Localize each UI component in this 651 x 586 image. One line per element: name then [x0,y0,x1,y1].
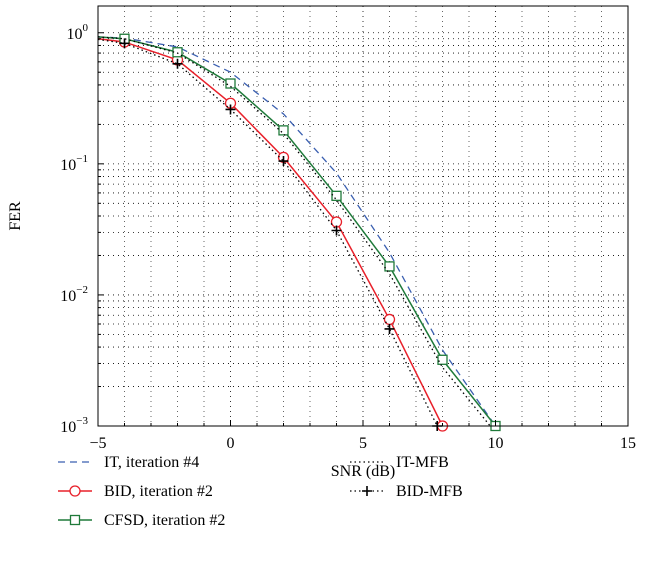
series-5 [97,38,443,431]
data-point [331,190,342,201]
series-4 [97,36,491,427]
y-axis-label: FER [7,201,24,231]
series-line [97,36,491,427]
x-tick-label: 5 [359,435,367,452]
y-tick-label: 10−1 [60,153,88,174]
data-point [225,104,236,115]
data-point [384,261,395,272]
y-tick-exponent: 0 [83,22,89,34]
series-line [97,38,438,427]
axis-ticks: −5 0 5 10 15 100 10−1 10−2 10−3 [60,22,636,452]
legend-label: BID-MFB [396,483,463,500]
data-point [172,47,183,58]
x-tick-label: 10 [488,435,504,452]
legend-item-5: BID-MFB [350,483,463,500]
x-axis-label: SNR (dB) [331,463,395,480]
legend-item-3: CFSD, iteration #2 [58,512,225,529]
legend-swatch-marker [362,486,372,496]
x-tick-label: 0 [227,435,235,452]
y-tick-exponent: −2 [76,284,88,296]
series-1 [97,36,497,427]
series-line [97,36,497,427]
grid-lines [98,6,628,426]
series-line [97,36,497,427]
y-tick-exponent: −1 [76,153,88,165]
data-point [437,354,448,365]
series-lines [97,33,501,432]
series-line [97,38,444,427]
legend-item-4: IT-MFB [350,454,449,471]
legend-swatch-marker [69,514,81,526]
data-point [278,156,289,167]
x-tick-label: −5 [89,435,106,452]
legend-swatch-marker [69,485,81,497]
legend: IT, iteration #4 BID, iteration #2 CFSD, i… [58,454,463,529]
data-point [384,323,395,334]
y-tick-label: 10−2 [60,284,88,305]
y-tick-label: 100 [67,22,89,43]
legend-label: CFSD, iteration #2 [104,512,225,529]
legend-item-1: IT, iteration #4 [58,454,199,471]
data-point [172,58,183,69]
data-point [331,225,342,236]
data-point [278,125,289,136]
data-point [330,216,343,228]
y-tick-exponent: −3 [76,415,88,427]
data-point [119,38,130,49]
legend-label: IT-MFB [396,454,449,471]
data-point [225,78,236,89]
legend-label: BID, iteration #2 [104,483,213,500]
legend-label: IT, iteration #4 [104,454,199,471]
y-tick-label: 10−3 [60,415,88,436]
x-tick-label: 15 [620,435,636,452]
legend-item-2: BID, iteration #2 [58,483,213,500]
series-2 [97,36,449,432]
